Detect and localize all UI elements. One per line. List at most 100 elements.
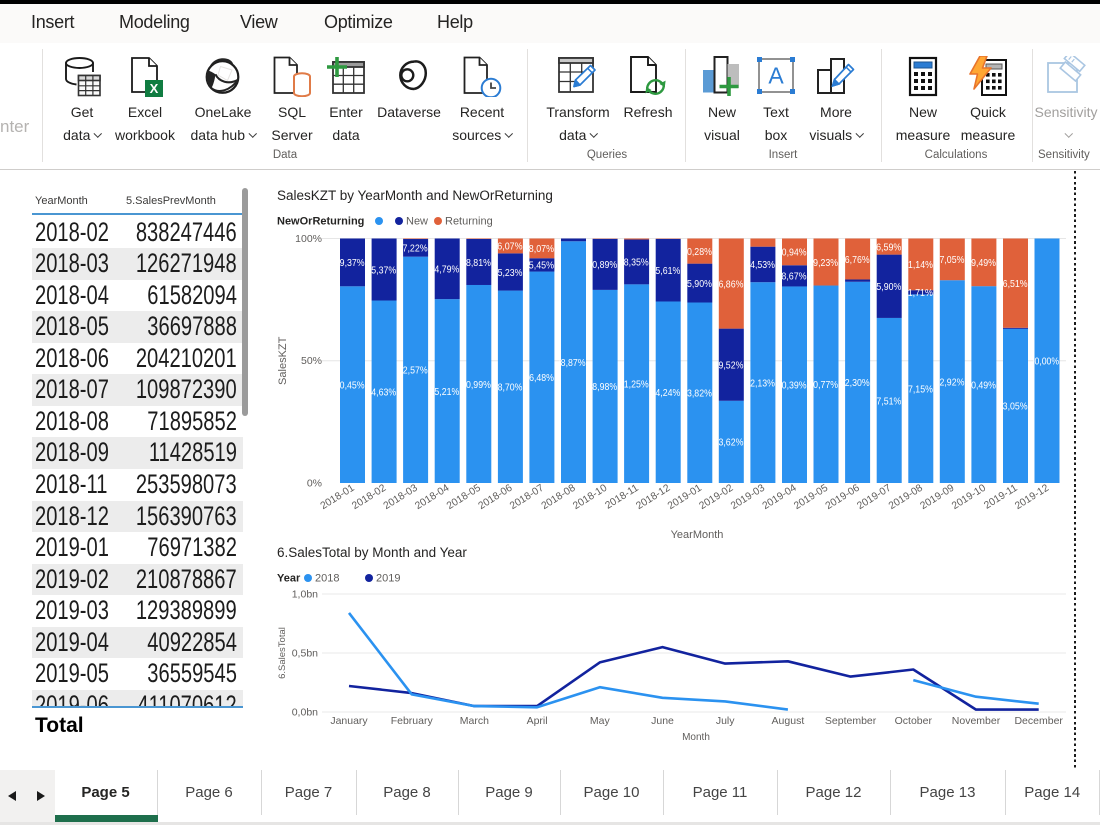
- svg-text:25,61%: 25,61%: [651, 265, 681, 277]
- svg-text:16,76%: 16,76%: [840, 254, 870, 266]
- svg-text:2019-08: 2019-08: [887, 483, 925, 512]
- svg-text:19,49%: 19,49%: [966, 257, 996, 269]
- svg-text:98,87%: 98,87%: [556, 357, 586, 369]
- svg-text:0,0bn: 0,0bn: [292, 707, 318, 719]
- svg-text:2018: 2018: [315, 573, 339, 585]
- svg-text:7,22%: 7,22%: [403, 243, 428, 255]
- svg-text:80,99%: 80,99%: [461, 379, 491, 391]
- svg-text:77,15%: 77,15%: [903, 384, 933, 396]
- svg-text:2018-11: 2018-11: [603, 483, 640, 512]
- svg-text:2019-01: 2019-01: [666, 483, 704, 512]
- svg-text:36,51%: 36,51%: [998, 278, 1028, 290]
- svg-text:67,51%: 67,51%: [872, 395, 902, 407]
- svg-text:2018-12: 2018-12: [634, 483, 672, 512]
- svg-text:January: January: [330, 715, 368, 727]
- svg-text:10,94%: 10,94%: [777, 247, 807, 259]
- svg-text:15,23%: 15,23%: [493, 267, 523, 279]
- svg-text:100%: 100%: [295, 233, 322, 245]
- svg-text:2019-06: 2019-06: [824, 483, 862, 512]
- svg-text:80,49%: 80,49%: [966, 379, 996, 391]
- svg-text:21,14%: 21,14%: [903, 259, 933, 271]
- svg-text:2019-03: 2019-03: [729, 483, 767, 512]
- svg-text:82,13%: 82,13%: [745, 377, 775, 389]
- svg-text:33,62%: 33,62%: [714, 437, 744, 449]
- svg-text:100,00%: 100,00%: [1025, 356, 1059, 368]
- svg-text:80,77%: 80,77%: [808, 379, 838, 391]
- svg-text:80,39%: 80,39%: [777, 380, 807, 392]
- svg-text:8,07%: 8,07%: [529, 243, 554, 255]
- svg-text:82,30%: 82,30%: [840, 377, 870, 389]
- svg-text:A: A: [768, 63, 784, 89]
- svg-text:74,63%: 74,63%: [366, 387, 396, 399]
- svg-text:24,79%: 24,79%: [430, 264, 460, 276]
- svg-text:2019-04: 2019-04: [761, 483, 799, 512]
- svg-text:63,05%: 63,05%: [998, 401, 1028, 413]
- svg-text:25,90%: 25,90%: [872, 281, 902, 293]
- svg-text:2018-10: 2018-10: [571, 483, 609, 512]
- svg-text:2019: 2019: [376, 573, 400, 585]
- svg-text:Month: Month: [682, 732, 710, 743]
- svg-text:SalesKZT: SalesKZT: [277, 336, 289, 385]
- svg-text:20,89%: 20,89%: [587, 259, 617, 271]
- svg-text:2019-11: 2019-11: [982, 483, 1019, 512]
- svg-text:2018-05: 2018-05: [445, 483, 483, 512]
- svg-text:5,45%: 5,45%: [529, 260, 554, 272]
- svg-text:Returning: Returning: [445, 216, 493, 228]
- svg-text:YearMonth: YearMonth: [671, 529, 724, 541]
- svg-text:2018-03: 2018-03: [382, 483, 420, 512]
- svg-text:April: April: [527, 715, 548, 727]
- svg-text:2018-01: 2018-01: [319, 483, 357, 512]
- svg-text:6,07%: 6,07%: [497, 241, 522, 253]
- svg-text:81,25%: 81,25%: [619, 379, 649, 391]
- svg-text:2019-12: 2019-12: [1013, 483, 1051, 512]
- svg-text:73,82%: 73,82%: [682, 388, 712, 400]
- svg-text:SalesKZT by YearMonth and NewO: SalesKZT by YearMonth and NewOrReturning: [277, 188, 553, 203]
- svg-text:6,59%: 6,59%: [876, 241, 901, 253]
- svg-text:92,57%: 92,57%: [398, 365, 428, 377]
- svg-text:80,45%: 80,45%: [335, 379, 365, 391]
- svg-text:25,37%: 25,37%: [366, 264, 396, 276]
- svg-text:29,52%: 29,52%: [714, 360, 744, 372]
- svg-text:6.SalesTotal by Month and Year: 6.SalesTotal by Month and Year: [277, 545, 467, 560]
- svg-text:86,48%: 86,48%: [524, 372, 554, 384]
- svg-text:December: December: [1014, 715, 1063, 727]
- svg-text:14,53%: 14,53%: [745, 259, 775, 271]
- svg-text:February: February: [391, 715, 434, 727]
- svg-text:2019-05: 2019-05: [792, 483, 830, 512]
- svg-text:0%: 0%: [307, 478, 322, 490]
- svg-text:2019-09: 2019-09: [919, 483, 957, 512]
- svg-text:19,23%: 19,23%: [808, 257, 838, 269]
- svg-text:May: May: [590, 715, 611, 727]
- svg-text:8,67%: 8,67%: [781, 271, 806, 283]
- svg-text:2019-02: 2019-02: [698, 483, 736, 512]
- svg-text:50%: 50%: [301, 355, 322, 367]
- svg-text:78,70%: 78,70%: [493, 382, 523, 394]
- svg-text:18,35%: 18,35%: [619, 257, 649, 269]
- svg-text:New: New: [406, 216, 428, 228]
- svg-text:X: X: [150, 81, 159, 96]
- svg-text:2019-10: 2019-10: [950, 483, 988, 512]
- svg-text:1,71%: 1,71%: [908, 287, 933, 299]
- svg-text:2018-04: 2018-04: [413, 483, 451, 512]
- svg-text:82,92%: 82,92%: [935, 376, 965, 388]
- svg-text:March: March: [460, 715, 489, 727]
- svg-text:74,24%: 74,24%: [651, 387, 681, 399]
- svg-text:17,05%: 17,05%: [935, 254, 965, 266]
- svg-text:NewOrReturning: NewOrReturning: [277, 216, 364, 228]
- svg-text:2019-07: 2019-07: [855, 483, 893, 512]
- svg-text:October: October: [895, 715, 933, 727]
- svg-text:August: August: [772, 715, 805, 727]
- svg-text:1,0bn: 1,0bn: [292, 589, 318, 601]
- svg-text:36,86%: 36,86%: [714, 278, 744, 290]
- svg-text:0,5bn: 0,5bn: [292, 648, 318, 660]
- svg-text:10,28%: 10,28%: [682, 246, 712, 258]
- svg-text:15,90%: 15,90%: [682, 278, 712, 290]
- svg-text:78,98%: 78,98%: [587, 381, 617, 393]
- svg-text:19,37%: 19,37%: [335, 257, 365, 269]
- svg-text:Year: Year: [277, 573, 301, 585]
- svg-text:2018-08: 2018-08: [540, 483, 578, 512]
- svg-text:2018-07: 2018-07: [508, 483, 546, 512]
- svg-text:18,81%: 18,81%: [461, 257, 491, 269]
- svg-text:2018-02: 2018-02: [350, 483, 388, 512]
- svg-text:July: July: [716, 715, 735, 727]
